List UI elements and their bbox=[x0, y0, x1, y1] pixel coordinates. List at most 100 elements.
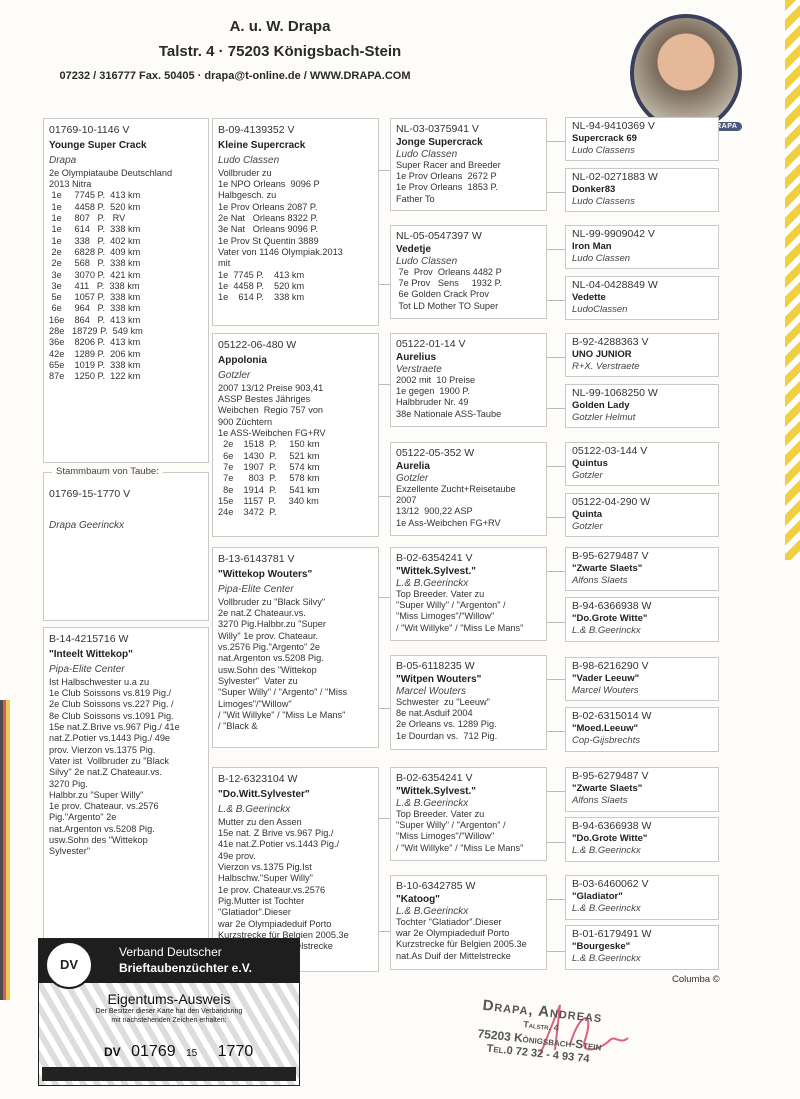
performance-line: "Miss Limoges"/"Willow" bbox=[396, 611, 495, 622]
connector-line bbox=[547, 842, 565, 844]
breeder-name: Pipa-Elite Center bbox=[49, 663, 125, 675]
breeder-name: A. u. W. Drapa bbox=[229, 18, 331, 35]
performance-line: 1e Ass-Weibchen FG+RV bbox=[396, 517, 501, 528]
connector-line bbox=[379, 170, 390, 171]
ring-number: B-03-6460062 V bbox=[572, 878, 649, 890]
performance-line: 1e ASS-Weibchen FG+RV bbox=[218, 428, 326, 439]
breeder-name: Alfons Slaets bbox=[572, 574, 628, 586]
breeder-address: Talstr. 4 · 75203 Königsbach-Stein bbox=[158, 43, 402, 60]
pigeon-name: UNO JUNIOR bbox=[572, 349, 632, 361]
ring-number-line: DV 01769 15 1770 bbox=[104, 1043, 259, 1061]
performance-line: 1e 7745 P. 413 km bbox=[218, 269, 305, 280]
performance-line: 1e 807 P. RV bbox=[49, 213, 126, 224]
performance-line: Halbschw."Super Willy" bbox=[218, 873, 313, 884]
breeder-contact: 07232 / 316777 Fax. 50405 · drapa@t-onli… bbox=[59, 70, 411, 82]
ring-number: NL-03-0375941 V bbox=[396, 123, 479, 135]
card-subtitle-2: mit nachstehenden Zeichen erhalten: bbox=[111, 1017, 227, 1024]
performance-line: 1e 614 P. 338 km bbox=[49, 224, 141, 235]
pedigree-box: B-05-6118235 W "Witpen Wouters" Marcel Wou… bbox=[390, 655, 547, 750]
performance-line: Pig."Argento" 2e bbox=[49, 812, 117, 823]
performance-line: / "Black & bbox=[218, 721, 258, 732]
pigeon-name: "Witpen Wouters" bbox=[396, 674, 482, 686]
performance-line: 1e 7745 P. 413 km bbox=[49, 190, 141, 201]
performance-line: 13/12 900,22 ASP bbox=[396, 506, 473, 517]
breeder-photo bbox=[630, 14, 742, 132]
pedigree-box: B-94-6366938 W "Do.Grote Witte" L.& B.Geer… bbox=[565, 817, 719, 862]
performance-line: Father To bbox=[396, 193, 435, 204]
ring-number: B-02-6315014 W bbox=[572, 710, 652, 722]
performance-line: Limoges"/"Willow" bbox=[218, 698, 292, 709]
breeder-name: R+X. Verstraete bbox=[572, 360, 640, 372]
performance-line: Willy" 1e prov. Chateaur. bbox=[218, 630, 319, 641]
breeder-name: LudoClassen bbox=[572, 303, 628, 315]
breeder-name: L.& B.Geerinckx bbox=[572, 844, 641, 856]
ring-number: B-12-6323104 W bbox=[218, 773, 298, 785]
subject-pigeon-box: 01769-15-1770 V Drapa Geerinckx bbox=[43, 472, 209, 621]
connector-line bbox=[547, 898, 565, 900]
ring-number: 05122-01-14 V bbox=[396, 338, 466, 350]
pedigree-box: B-98-6216290 V "Vader Leeuw" Marcel Wouter… bbox=[565, 657, 719, 701]
connector-line bbox=[379, 384, 390, 385]
breeder-name: Gotzler bbox=[396, 472, 429, 484]
performance-line: 1e prov. Chateaur. vs.2576 bbox=[49, 801, 159, 812]
performance-line: 1e NPO Orleans 9096 P bbox=[218, 179, 320, 190]
pedigree-box: B-02-6354241 V "Wittek.Sylvest." L.& B.Gee… bbox=[390, 767, 547, 861]
performance-line: 2e 568 P. 338 km bbox=[49, 258, 141, 269]
performance-line: 87e 1250 P. 122 km bbox=[49, 371, 141, 382]
pedigree-box: 05122-01-14 V Aurelius Verstraete 2002 mit … bbox=[390, 333, 547, 427]
performance-line: Schwester zu "Leeuw" bbox=[396, 696, 490, 707]
ring-number: B-92-4288363 V bbox=[572, 336, 649, 348]
ring-number: 05122-06-480 W bbox=[218, 339, 297, 351]
pedigree-box: B-94-6366938 W "Do.Grote Witte" L.& B.Geer… bbox=[565, 597, 719, 642]
performance-line: Weibchen Regio 757 von bbox=[218, 405, 324, 416]
breeder-name: Gotzler bbox=[572, 520, 603, 532]
dv-logo: DV bbox=[45, 941, 93, 989]
breeder-name: Marcel Wouters bbox=[572, 684, 639, 696]
pedigree-box: B-01-6179491 W "Bourgeske" L.& B.Geerinckx bbox=[565, 925, 719, 970]
pigeon-name: "Wittekop Wouters" bbox=[218, 569, 313, 581]
performance-line: 49e prov. bbox=[218, 850, 256, 861]
breeder-name: Drapa bbox=[49, 154, 77, 166]
pedigree-box: B-02-6354241 V "Wittek.Sylvest." L.& B.Gee… bbox=[390, 547, 547, 641]
card-title: Eigentums-Ausweis bbox=[107, 991, 231, 1007]
pedigree-box: B-95-6279487 V "Zwarte Slaets" Alfons Slae… bbox=[565, 767, 719, 812]
performance-line: Vierzon vs.1375 Pig.Ist bbox=[218, 862, 312, 873]
performance-line: "Miss Limoges"/"Willow" bbox=[396, 831, 495, 842]
performance-line: Tochter "Glatiador".Dieser bbox=[396, 916, 502, 927]
breeder-name: Ludo Classens bbox=[572, 144, 635, 156]
ring-number: B-02-6354241 V bbox=[396, 552, 473, 564]
performance-line: Sylvester" Vater zu bbox=[218, 675, 298, 686]
breeder-name: L.& B.Geerinckx bbox=[572, 624, 641, 636]
connector-line bbox=[547, 300, 565, 302]
connector-line bbox=[547, 951, 565, 952]
ring-club: 01769 bbox=[131, 1043, 176, 1060]
performance-line: Top Breeder. Vater zu bbox=[396, 808, 485, 819]
performance-line: 3e 3070 P. 421 km bbox=[49, 269, 141, 280]
pigeon-name: "Katoog" bbox=[396, 894, 440, 906]
breeder-name: Ludo Classen bbox=[396, 255, 458, 267]
performance-line: Halbbr.zu "Super Willy" bbox=[49, 789, 144, 800]
pedigree-box: 05122-04-290 W Quinta Gotzler bbox=[565, 493, 719, 537]
performance-line: 2e Orleans vs. 1289 Pig. bbox=[396, 719, 497, 730]
ring-number: B-09-4139352 V bbox=[218, 124, 295, 136]
ring-number: B-13-6143781 V bbox=[218, 553, 295, 565]
performance-line: 3e Nat Orleans 9096 P. bbox=[218, 224, 318, 235]
pigeon-name: "Zwarte Slaets" bbox=[572, 783, 643, 795]
performance-line: 8e nat.Asduif 2004 bbox=[396, 708, 473, 719]
breeder-name: L.& B.Geerinckx bbox=[572, 902, 641, 914]
pigeon-name: "Gladiator" bbox=[572, 891, 623, 903]
performance-line: 2e Olympiataube Deutschland bbox=[49, 167, 173, 178]
performance-line: Halbgesch. zu bbox=[218, 190, 277, 201]
ring-number: NL-04-0428849 W bbox=[572, 279, 658, 291]
pigeon-name: "Inteelt Wittekop" bbox=[49, 649, 133, 661]
breeder-name: Marcel Wouters bbox=[396, 685, 467, 697]
performance-line: Mutter zu den Assen bbox=[218, 816, 302, 827]
performance-line: 1e Prov St Quentin 3889 bbox=[218, 235, 319, 246]
pedigree-box: B-95-6279487 V "Zwarte Slaets" Alfons Slae… bbox=[565, 547, 719, 591]
pedigree-box: B-09-4139352 V Kleine Supercrack Ludo Clas… bbox=[212, 118, 379, 326]
performance-line: Top Breeder. Vater zu bbox=[396, 588, 485, 599]
pedigree-box: B-03-6460062 V "Gladiator" L.& B.Geerinckx bbox=[565, 875, 719, 920]
org-name-line1: Verband Deutscher bbox=[119, 945, 222, 959]
ring-year: 15 bbox=[186, 1048, 198, 1059]
connector-line bbox=[547, 356, 565, 358]
